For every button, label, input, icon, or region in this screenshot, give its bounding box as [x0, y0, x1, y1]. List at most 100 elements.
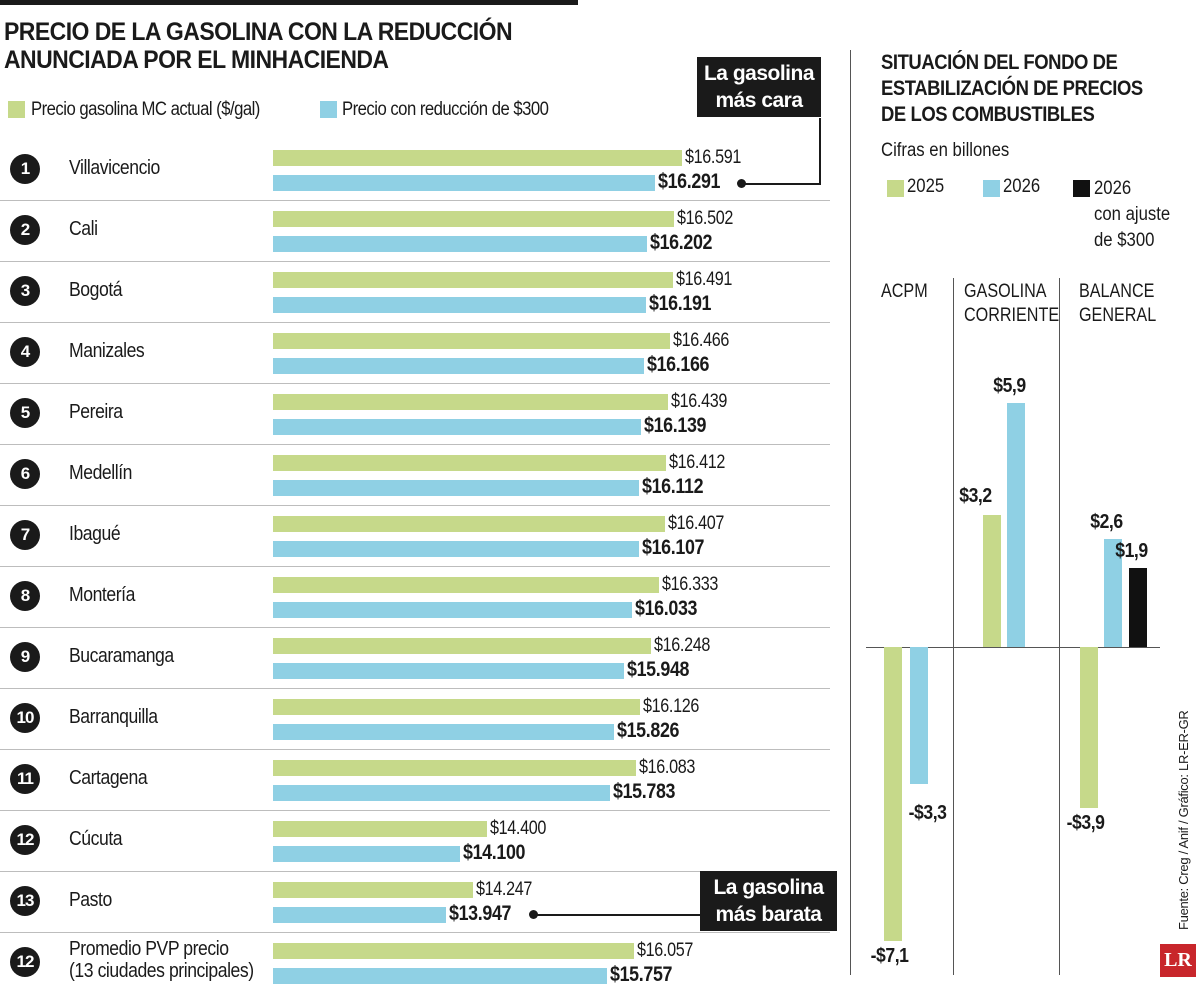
- callout-max-dot: [737, 179, 746, 188]
- rank-badge: 8: [10, 581, 40, 611]
- row-separator: [0, 383, 830, 384]
- rank-badge: 4: [10, 337, 40, 367]
- category-acpm: ACPM: [881, 281, 928, 302]
- bar-actual: [273, 455, 666, 471]
- value-label-reduccion: $15.757: [610, 963, 673, 986]
- rank-badge: 6: [10, 459, 40, 489]
- bar-actual: [273, 272, 673, 288]
- bar-2025: [1080, 647, 1098, 809]
- value-label-2026: -$3,3: [908, 801, 947, 824]
- bar-2026: [910, 647, 928, 784]
- city-label: Cúcuta: [69, 828, 123, 850]
- callout-min: La gasolina más barata: [700, 871, 837, 931]
- rank-badge: 9: [10, 642, 40, 672]
- bar-2025: [884, 647, 902, 941]
- legend-swatch-reduccion: [320, 101, 337, 118]
- value-label-reduccion: $16.291: [657, 170, 721, 193]
- callout-max-line-h: [741, 183, 821, 185]
- value-label-actual: $16.412: [668, 452, 725, 473]
- row-separator: [0, 566, 830, 567]
- value-label-actual: $16.083: [639, 757, 696, 778]
- bar-actual: [273, 150, 682, 166]
- value-label-reduccion: $14.100: [462, 841, 526, 864]
- panel-divider: [850, 50, 851, 975]
- rank-badge: 12: [10, 825, 40, 855]
- bar-reduccion: [273, 419, 642, 435]
- bar-reduccion: [273, 724, 614, 740]
- value-label-actual: $16.248: [654, 635, 711, 656]
- lr-logo: LR: [1160, 944, 1196, 977]
- value-label-reduccion: $15.948: [627, 658, 690, 681]
- bar-reduccion: [273, 602, 632, 618]
- value-label-reduccion: $16.033: [634, 597, 698, 620]
- value-label-2026: $2,6: [1090, 511, 1123, 534]
- legend-swatch-2025: [887, 180, 904, 197]
- legend-label-actual: Precio gasolina MC actual ($/gal): [31, 99, 260, 120]
- value-label-2025: $3,2: [959, 484, 992, 507]
- bar-actual: [273, 699, 641, 715]
- bar-reduccion: [273, 846, 460, 862]
- bar-reduccion: [273, 541, 639, 557]
- city-label: Bogotá: [69, 279, 123, 301]
- group-divider-2: [1059, 278, 1060, 975]
- row-separator: [0, 688, 830, 689]
- rank-badge: 12: [10, 947, 40, 977]
- value-label-actual: $16.591: [684, 147, 741, 168]
- value-label-actual: $16.491: [675, 269, 732, 290]
- bar-2026: [1007, 402, 1025, 647]
- group-divider-1: [953, 278, 954, 975]
- value-label-2026-ajuste: $1,9: [1115, 540, 1148, 563]
- city-label: Medellín: [69, 462, 133, 484]
- row-separator: [0, 261, 830, 262]
- zero-line: [866, 647, 1160, 648]
- value-label-actual: $16.466: [673, 330, 730, 351]
- callout-min-dot: [529, 910, 538, 919]
- value-label-reduccion: $16.166: [646, 353, 709, 376]
- value-label-actual: $16.439: [671, 391, 728, 412]
- row-separator: [0, 627, 830, 628]
- row-separator: [0, 444, 830, 445]
- bar-actual: [273, 882, 473, 898]
- right-chart-title: SITUACIÓN DEL FONDO DE ESTABILIZACIÓN DE…: [881, 51, 1143, 126]
- bar-actual: [273, 943, 635, 959]
- value-label-actual: $16.126: [643, 696, 700, 717]
- city-label: Cartagena: [69, 767, 148, 789]
- row-separator: [0, 810, 830, 811]
- bar-2025: [983, 514, 1001, 647]
- value-label-reduccion: $13.947: [449, 902, 512, 925]
- bar-actual: [273, 516, 666, 532]
- city-label: Manizales: [69, 340, 145, 362]
- legend-label-2026-ajuste: 2026 con ajuste de $300: [1094, 178, 1171, 251]
- value-label-reduccion: $15.783: [612, 780, 675, 803]
- rank-badge: 5: [10, 398, 40, 428]
- callout-max: La gasolina más cara: [697, 57, 821, 117]
- rank-badge: 7: [10, 520, 40, 550]
- city-label: Pereira: [69, 401, 123, 423]
- value-label-actual: $16.502: [676, 208, 733, 229]
- bar-reduccion: [273, 907, 447, 923]
- rank-badge: 2: [10, 215, 40, 245]
- row-separator: [0, 871, 830, 872]
- rank-badge: 3: [10, 276, 40, 306]
- value-label-actual: $16.333: [661, 574, 718, 595]
- bar-2026: [1104, 539, 1122, 647]
- bar-actual: [273, 333, 671, 349]
- callout-max-line-v: [819, 118, 821, 184]
- city-label: Ibagué: [69, 523, 121, 545]
- value-label-2026: $5,9: [993, 374, 1026, 397]
- value-label-reduccion: $16.107: [641, 536, 704, 559]
- row-separator: [0, 322, 830, 323]
- bar-reduccion: [273, 175, 655, 191]
- bar-reduccion: [273, 480, 639, 496]
- value-label-actual: $16.407: [668, 513, 725, 534]
- legend-label-reduccion: Precio con reducción de $300: [342, 99, 549, 120]
- bar-actual: [273, 394, 669, 410]
- rank-badge: 10: [10, 703, 40, 733]
- bar-actual: [273, 638, 652, 654]
- bar-reduccion: [273, 236, 647, 252]
- legend-swatch-2026: [983, 180, 1000, 197]
- bar-reduccion: [273, 663, 625, 679]
- value-label-reduccion: $16.191: [648, 292, 712, 315]
- row-separator: [0, 200, 830, 201]
